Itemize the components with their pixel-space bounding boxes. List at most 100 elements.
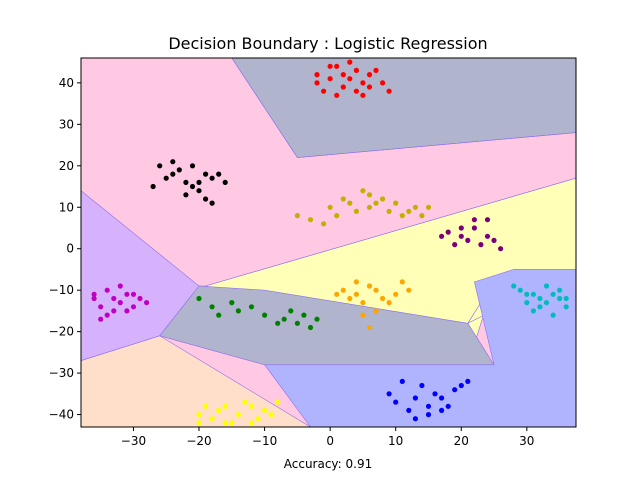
data-point	[465, 378, 471, 384]
data-point	[439, 395, 445, 401]
data-point	[307, 324, 314, 331]
data-point	[170, 159, 176, 165]
data-point	[524, 300, 530, 306]
data-point	[557, 295, 563, 302]
data-point	[314, 316, 320, 322]
data-point	[176, 167, 182, 173]
data-point	[235, 412, 241, 418]
chart-title: Decision Boundary : Logistic Regression	[168, 34, 487, 53]
data-point	[347, 59, 353, 65]
data-point	[360, 300, 366, 306]
data-point	[347, 295, 353, 302]
y-tick-label: −40	[49, 408, 74, 422]
data-point	[340, 72, 346, 78]
data-point	[366, 283, 373, 289]
data-point	[222, 420, 228, 426]
data-point	[222, 403, 228, 409]
data-point	[340, 287, 346, 293]
data-point	[465, 237, 471, 243]
data-point	[353, 88, 359, 94]
data-point	[183, 179, 189, 185]
data-point	[386, 391, 392, 397]
data-point	[353, 67, 359, 73]
data-point	[229, 300, 235, 306]
data-point	[353, 291, 359, 297]
data-point	[366, 324, 373, 331]
data-point	[445, 229, 451, 235]
data-point	[406, 407, 412, 413]
data-point	[550, 312, 556, 318]
data-point	[511, 283, 517, 289]
data-point	[216, 171, 222, 177]
data-point	[537, 304, 543, 310]
data-point	[91, 295, 97, 302]
data-point	[130, 304, 137, 310]
data-point	[360, 188, 366, 194]
data-point	[406, 287, 412, 293]
data-point	[327, 204, 333, 210]
data-point	[196, 188, 202, 194]
data-point	[412, 416, 418, 422]
data-point	[294, 320, 300, 326]
y-tick-label: 10	[59, 200, 74, 214]
y-tick-label: 20	[59, 159, 74, 173]
data-point	[471, 217, 477, 223]
data-point	[484, 217, 491, 223]
data-point	[144, 300, 150, 306]
data-point	[419, 213, 425, 219]
data-point	[321, 88, 327, 94]
data-point	[196, 295, 202, 302]
data-point	[275, 399, 281, 405]
data-point	[452, 387, 458, 393]
y-tick-label: −20	[49, 325, 74, 339]
data-point	[334, 213, 340, 219]
data-point	[399, 378, 405, 384]
data-point	[557, 287, 563, 293]
data-point	[484, 233, 491, 239]
data-point	[360, 312, 366, 318]
y-tick-label: 0	[66, 242, 74, 256]
data-point	[419, 382, 425, 389]
plot-frame	[80, 57, 577, 428]
data-point	[340, 84, 346, 90]
data-point	[458, 225, 464, 231]
data-point	[380, 80, 386, 86]
data-point	[393, 200, 399, 206]
data-point	[196, 412, 202, 418]
data-point	[137, 295, 143, 302]
data-point	[366, 192, 373, 198]
data-point	[340, 196, 346, 202]
data-point	[406, 208, 412, 214]
data-point	[373, 67, 379, 73]
data-point	[386, 88, 392, 94]
y-axis-ticks: −40 −30 −20 −10 0 10 20 30 40	[49, 76, 81, 422]
x-axis-label: Accuracy: 0.91	[284, 457, 373, 471]
data-point	[209, 304, 215, 310]
data-point	[203, 403, 209, 409]
data-point	[360, 92, 366, 98]
data-point	[347, 76, 353, 82]
data-point	[366, 204, 373, 210]
data-point	[373, 287, 379, 293]
data-point	[393, 399, 399, 405]
data-point	[235, 308, 241, 314]
decision-region-5	[264, 269, 576, 427]
data-point	[524, 291, 530, 297]
data-point	[189, 163, 196, 169]
data-point	[366, 72, 373, 78]
data-point	[104, 287, 110, 293]
data-point	[124, 291, 130, 297]
data-point	[334, 291, 340, 297]
data-point	[386, 208, 392, 214]
y-tick-label: 30	[59, 117, 74, 131]
data-point	[439, 233, 445, 239]
y-tick-label: −30	[49, 366, 74, 380]
data-point	[458, 233, 464, 239]
data-point	[203, 196, 209, 202]
data-point	[242, 399, 248, 405]
data-point	[262, 407, 268, 413]
data-point	[248, 403, 255, 409]
data-point	[117, 283, 123, 289]
data-point	[189, 183, 196, 190]
